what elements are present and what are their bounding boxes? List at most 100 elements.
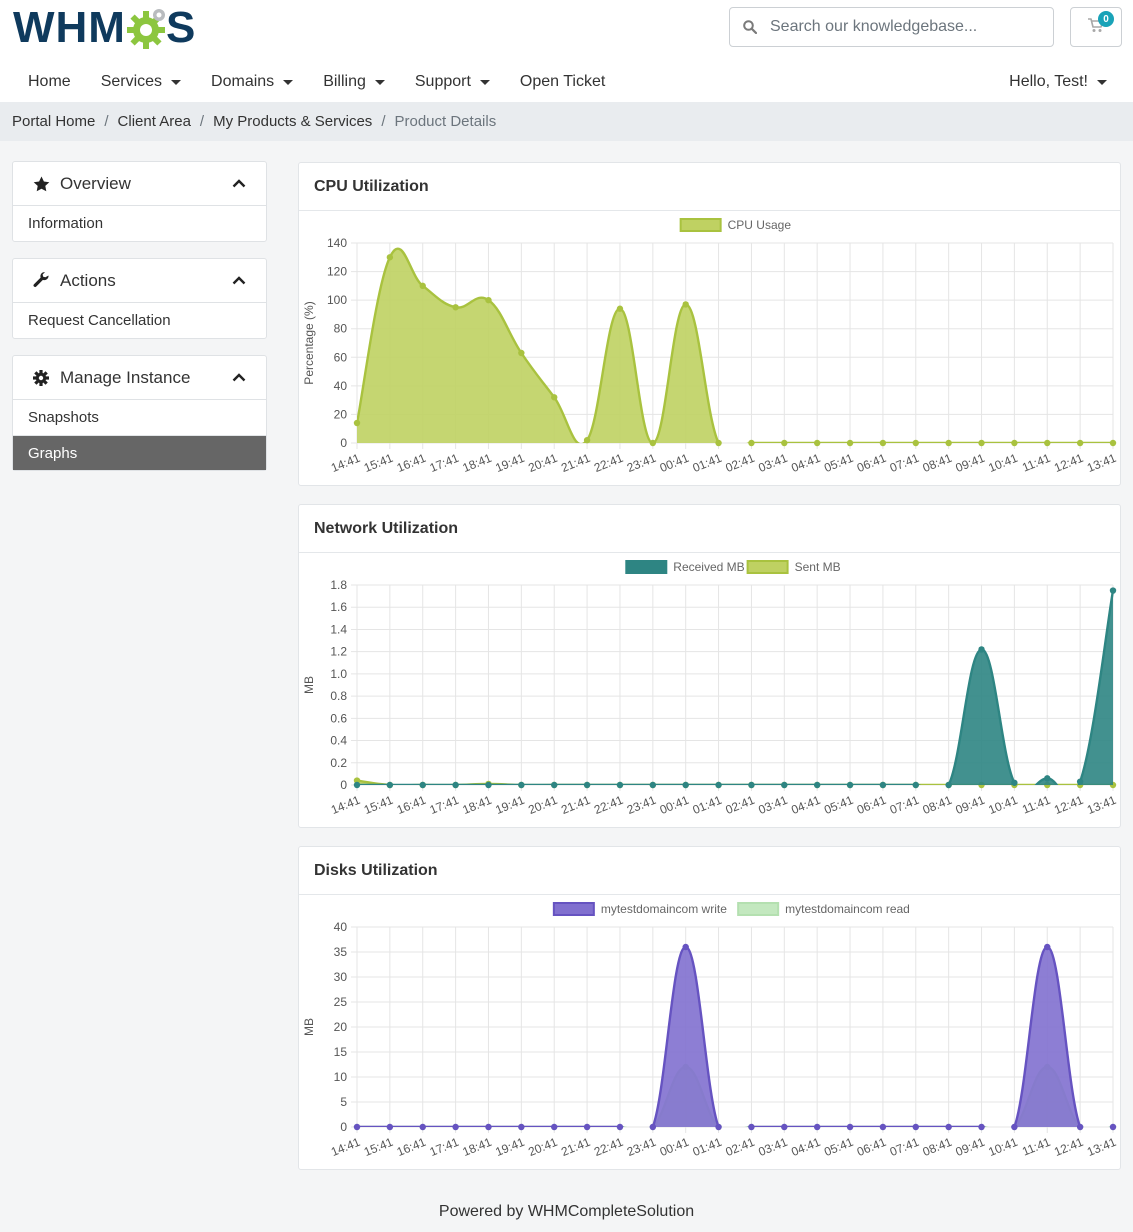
x-tick-label: 03:41: [756, 793, 789, 817]
x-tick-label: 17:41: [428, 451, 461, 475]
nav-billing[interactable]: Billing: [308, 62, 400, 102]
y-tick-label: 0.8: [330, 689, 347, 703]
panel-header-manage-instance[interactable]: Manage Instance: [13, 356, 266, 400]
data-point: [1109, 587, 1117, 594]
sidebar-item-snapshots[interactable]: Snapshots: [13, 400, 266, 435]
caret-down-icon: [171, 79, 182, 85]
x-tick-label: 04:41: [789, 451, 822, 475]
y-tick-label: 60: [334, 350, 348, 364]
x-tick-label: 16:41: [395, 451, 428, 475]
data-point: [879, 1123, 887, 1131]
breadcrumb-client-area[interactable]: Client Area: [117, 113, 191, 130]
x-tick-label: 15:41: [362, 1135, 395, 1159]
data-point: [386, 254, 394, 261]
nav-support[interactable]: Support: [400, 62, 505, 102]
data-point: [518, 1123, 525, 1131]
sidebar-item-information[interactable]: Information: [13, 206, 266, 241]
data-point: [813, 781, 821, 789]
cpu-utilization-chart: CPU Usage 0 20 40 60 80 100 120 140 14:41 15:41 16:…: [302, 218, 1118, 475]
x-tick-label: 06:41: [855, 1135, 888, 1159]
x-tick-label: 06:41: [855, 793, 888, 817]
data-point: [748, 781, 755, 789]
logo[interactable]: WHM: [13, 3, 196, 54]
x-tick-label: 12:41: [1052, 1135, 1085, 1159]
sidebar-item-label: Graphs: [28, 444, 78, 462]
breadcrumb-portal-home[interactable]: Portal Home: [12, 113, 96, 130]
nav-label: Services: [100, 73, 163, 90]
y-tick-label: 10: [334, 1070, 348, 1084]
data-point: [649, 439, 657, 447]
x-tick-label: 10:41: [986, 1135, 1019, 1159]
data-point: [1076, 439, 1084, 447]
search-input[interactable]: [770, 18, 1040, 36]
logo-gear-icon: [126, 6, 166, 54]
chevron-up-icon[interactable]: [232, 179, 246, 188]
x-tick-label: 07:41: [888, 793, 921, 817]
nav-domains[interactable]: Domains: [196, 62, 308, 102]
caret-down-icon: [1097, 79, 1107, 85]
y-axis-label: MB: [302, 676, 316, 694]
cart-button[interactable]: 0: [1070, 7, 1122, 47]
nav-label: Domains: [211, 73, 275, 90]
series-line: [357, 247, 1113, 443]
y-tick-label: 15: [334, 1045, 348, 1059]
x-tick-label: 02:41: [723, 451, 756, 475]
x-tick-label: 23:41: [625, 451, 658, 475]
knowledgebase-search[interactable]: [729, 7, 1054, 47]
y-tick-label: 1.2: [330, 645, 347, 659]
x-tick-label: 19:41: [493, 1135, 526, 1159]
caret-down-icon: [479, 79, 490, 85]
user-menu[interactable]: Hello, Test!: [1009, 62, 1107, 102]
card-title: Network Utilization: [299, 505, 1120, 553]
data-point: [583, 1123, 591, 1131]
logo-text-left: WHM: [13, 3, 126, 52]
sidebar-item-graphs[interactable]: Graphs: [13, 435, 266, 470]
x-tick-label: 10:41: [986, 451, 1019, 475]
data-point: [452, 781, 459, 789]
chevron-up-icon[interactable]: [232, 373, 246, 382]
y-tick-label: 0.6: [330, 711, 347, 725]
x-tick-label: 01:41: [691, 451, 724, 475]
data-point: [1044, 943, 1051, 951]
nav-services[interactable]: Services: [86, 62, 196, 102]
breadcrumb-my-products[interactable]: My Products & Services: [213, 113, 373, 130]
x-tick-label: 15:41: [362, 793, 395, 817]
chevron-up-icon[interactable]: [232, 276, 246, 285]
data-point: [485, 781, 492, 789]
network-utilization-card: Network Utilization Received MB Sent MB 0 0…: [298, 504, 1121, 828]
chart-legend: CPU Usage: [679, 218, 791, 232]
data-point: [1076, 1123, 1084, 1131]
sidebar-panel-overview: Overview Information: [12, 161, 267, 242]
x-tick-label: 20:41: [526, 451, 559, 475]
x-tick-label: 01:41: [691, 793, 724, 817]
y-tick-label: 30: [334, 970, 348, 984]
data-point: [715, 1123, 722, 1131]
panel-header-actions[interactable]: Actions: [13, 259, 266, 303]
x-tick-label: 05:41: [822, 1135, 855, 1159]
nav-label: Open Ticket: [519, 73, 606, 90]
nav-open-ticket[interactable]: Open Ticket: [505, 62, 620, 102]
x-tick-label: 12:41: [1052, 451, 1085, 475]
data-point: [353, 781, 361, 789]
x-tick-label: 20:41: [526, 1135, 559, 1159]
breadcrumb-separator: /: [381, 113, 386, 130]
x-tick-label: 14:41: [329, 1135, 362, 1159]
data-point: [781, 1123, 788, 1131]
x-tick-label: 19:41: [493, 793, 526, 817]
chart-legend: mytestdomaincom write mytestdomaincom rea…: [552, 902, 910, 916]
sidebar-item-request-cancellation[interactable]: Request Cancellation: [13, 303, 266, 338]
x-tick-label: 22:41: [592, 1135, 625, 1159]
search-icon: [730, 20, 770, 34]
sidebar-item-label: Request Cancellation: [28, 312, 171, 329]
x-tick-label: 18:41: [461, 793, 494, 817]
panel-header-overview[interactable]: Overview: [13, 162, 266, 206]
data-point: [846, 781, 854, 789]
x-tick-label: 09:41: [954, 451, 987, 475]
nav-label: Billing: [323, 73, 366, 90]
y-tick-label: 1.8: [330, 578, 347, 592]
nav-home[interactable]: Home: [13, 62, 86, 102]
data-point: [353, 1123, 361, 1131]
x-tick-label: 21:41: [559, 793, 592, 817]
data-point: [748, 1123, 755, 1131]
sidebar-panel-actions: Actions Request Cancellation: [12, 258, 267, 339]
